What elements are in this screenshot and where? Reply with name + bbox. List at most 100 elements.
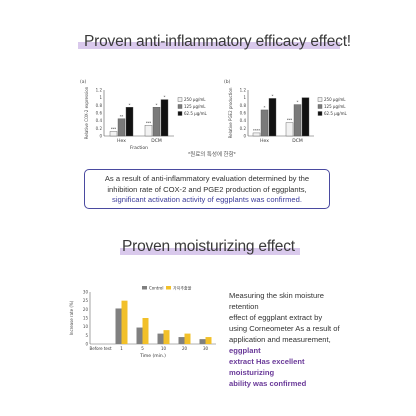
y-tick-label: 1 [99, 95, 102, 100]
bar [260, 109, 269, 137]
bar [121, 300, 128, 344]
x-tick-label: 10 [161, 346, 167, 351]
x-tick-label: Before test [89, 346, 111, 351]
y-tick-label: 25 [83, 298, 89, 303]
moist-highlight-line-2: ability was confirmed [229, 379, 307, 388]
legend-swatch [166, 286, 171, 290]
y-tick-label: 15 [83, 316, 89, 321]
significance-label: *** [287, 118, 293, 122]
x-tick-label: 5 [141, 346, 144, 351]
moist-line-1: Measuring the skin moisture retention [229, 291, 324, 311]
significance-label: * [164, 95, 166, 99]
significance-label: *** [146, 121, 152, 125]
legend-label: 125 μg/mL [184, 104, 206, 109]
summary-line-1: As a result of anti-inflammatory evaluat… [104, 174, 310, 183]
y-axis-label: Relative PGE2 production [228, 87, 233, 138]
bar [117, 118, 126, 137]
title-highlight [78, 42, 340, 49]
y-tick-label: 0 [243, 134, 246, 139]
significance-label: * [264, 105, 266, 109]
legend-swatch [317, 97, 323, 102]
y-tick-label: 0.4 [96, 118, 103, 123]
legend-swatch [317, 104, 323, 109]
legend-swatch [317, 111, 323, 116]
x-tick-label: 1 [120, 346, 123, 351]
y-axis-label: Relative COX-2 expression [84, 86, 89, 139]
y-tick-label: 1 [243, 95, 246, 100]
y-tick-label: 10 [83, 324, 89, 329]
significance-label: * [297, 100, 299, 104]
title-highlight-2 [120, 248, 300, 255]
bar [205, 337, 212, 344]
significance-label: * [272, 94, 274, 98]
legend-label: 125 μg/mL [324, 104, 346, 109]
legend-swatch [177, 97, 183, 102]
x-tick-label: 20 [182, 346, 188, 351]
bar [160, 99, 169, 137]
legend-label: 250 μg/mL [324, 97, 346, 102]
bar [178, 337, 185, 344]
legend-swatch [177, 104, 183, 109]
pge2-chart: (b) 0 0.2 0.4 0.6 0.8 1 1.2 Relative PGE2 produc… [224, 79, 348, 144]
y-tick-label: 0.2 [240, 126, 247, 131]
moist-highlight-start: eggplant [229, 346, 261, 355]
y-tick-label: 20 [83, 307, 89, 312]
cox2-chart: (a) 0 0.2 0.4 0.6 0.8 1 1.2 Relative COX-2 expre… [80, 79, 208, 151]
bar [293, 104, 302, 137]
y-tick-label: 0.6 [96, 111, 103, 116]
significance-label: **** [253, 128, 260, 132]
moist-line-4: application and measurement, eggplant [229, 334, 347, 356]
moist-line-2: effect of eggplant extract by [229, 313, 323, 322]
y-tick-label: 30 [83, 290, 89, 295]
moist-line-3: using Corneometer As a result of [229, 324, 340, 333]
footnote: *원료의 특성에 한함* [188, 152, 236, 158]
legend-label: 62.5 μg/mL [324, 111, 348, 116]
y-tick-label: 0.8 [96, 103, 103, 108]
significance-label: *** [111, 127, 117, 131]
x-axis-label: Time (min.) [139, 353, 166, 359]
y-tick-label: 0 [85, 342, 88, 347]
legend-label: 가지추출물 [173, 285, 192, 291]
legend-label: 62.5 μg/mL [184, 111, 208, 116]
x-tick-label: 30 [203, 346, 209, 351]
summary-line-2: inhibition rate of COX-2 and PGE2 produc… [107, 184, 307, 194]
bar [285, 122, 294, 137]
legend-swatch [142, 286, 147, 290]
bar [199, 339, 206, 344]
bar [152, 107, 161, 137]
bar [109, 131, 118, 137]
x-axis-label: Fraction [130, 145, 148, 151]
panel-label: (b) [224, 79, 231, 85]
bar [142, 318, 149, 344]
y-tick-label: 5 [85, 333, 88, 338]
y-tick-label: 0.6 [240, 111, 247, 116]
panel-label: (a) [80, 79, 87, 85]
x-tick-label: Hex [117, 138, 126, 144]
legend-label: Control [149, 286, 163, 291]
y-tick-label: 0.2 [96, 126, 103, 131]
section1-title: Proven anti-inflammatory efficacy effect… [84, 33, 351, 50]
summary-box: As a result of anti-inflammatory evaluat… [84, 169, 330, 209]
section2-title: Proven moisturizing effect [122, 238, 295, 255]
moisture-description: Measuring the skin moisture retention ef… [229, 290, 347, 389]
moist-highlight-line-1: extract Has excellent moisturizing [229, 357, 305, 377]
legend-swatch [177, 111, 183, 116]
y-axis-label: Increase rate (%) [69, 300, 74, 335]
bar [184, 333, 191, 344]
y-tick-label: 0.4 [240, 118, 247, 123]
y-tick-label: 1.2 [96, 88, 103, 93]
x-tick-label: Hex [260, 138, 269, 144]
bar [125, 107, 134, 137]
legend-label: 250 μg/mL [184, 97, 206, 102]
x-tick-label: DCM [151, 138, 162, 144]
bar [252, 132, 261, 137]
significance-label: * [129, 103, 131, 107]
bar [301, 97, 310, 137]
bar [157, 333, 164, 344]
bar [268, 98, 277, 137]
bar [115, 308, 122, 344]
bar [163, 330, 170, 344]
significance-label: ** [120, 114, 124, 118]
bar [136, 327, 143, 344]
